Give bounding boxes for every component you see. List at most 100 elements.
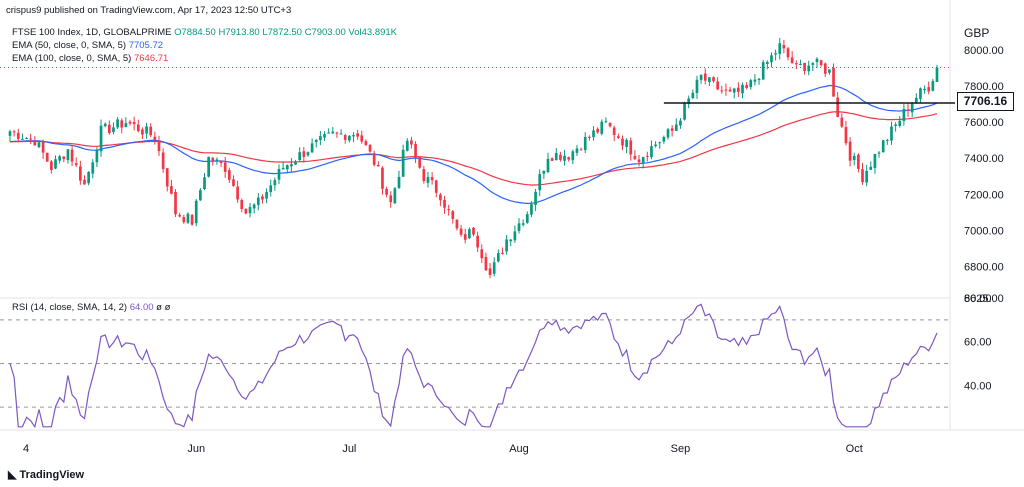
candle-body — [637, 159, 641, 163]
rsi-tick-label: 60.00 — [964, 337, 992, 349]
candle-body — [852, 156, 856, 160]
candle-body — [612, 127, 616, 136]
candle-body — [935, 67, 939, 82]
rsi-line — [9, 303, 938, 429]
candle-body — [45, 152, 49, 162]
candle-body — [107, 124, 111, 133]
candle-body — [844, 127, 848, 144]
candle-body — [931, 81, 935, 91]
price-tick-label: 7400.00 — [964, 153, 1004, 165]
legend-ema50: EMA (50, close, 0, SMA, 5) 7705.72 — [12, 40, 163, 51]
time-axis-label: Aug — [509, 443, 529, 455]
candle-body — [306, 152, 310, 156]
candle-body — [372, 153, 376, 165]
candle-body — [592, 130, 595, 138]
candle-body — [8, 131, 12, 136]
candle-body — [645, 155, 649, 157]
candle-body — [273, 180, 277, 186]
candle-body — [112, 127, 115, 133]
candle-body — [571, 151, 575, 161]
candle-body — [203, 177, 206, 190]
candle-body — [356, 133, 359, 137]
candle-body — [728, 89, 732, 92]
rsi-tail: ø ø — [156, 302, 171, 313]
candle-body — [455, 219, 459, 229]
candle-body — [741, 84, 744, 94]
ema50-label: EMA (50, close, 0, SMA, 5) — [12, 40, 127, 51]
candle-body — [91, 162, 95, 174]
candle-body — [811, 63, 815, 65]
candle-body — [538, 174, 542, 191]
candle-body — [12, 131, 16, 133]
candle-body — [774, 53, 777, 55]
candle-body — [319, 136, 322, 141]
candle-body — [227, 170, 231, 180]
candle-body — [472, 227, 475, 235]
candle-body — [178, 215, 182, 217]
candle-body — [468, 229, 471, 239]
time-axis-label: Jul — [342, 443, 356, 455]
brand-label: TradingView — [19, 469, 85, 481]
candle-body — [877, 152, 881, 154]
candle-body — [443, 199, 446, 208]
candle-body — [633, 155, 637, 160]
candle-body — [625, 139, 628, 147]
candle-body — [327, 132, 331, 134]
candle-body — [285, 165, 289, 170]
candle-body — [782, 44, 786, 49]
candle-body — [579, 149, 583, 151]
candle-body — [99, 125, 103, 152]
candle-body — [248, 207, 252, 214]
candle-body — [836, 97, 840, 117]
price-tick-label: 6625.00 — [964, 293, 1004, 305]
candle-body — [608, 122, 612, 127]
candle-body — [513, 231, 517, 241]
candle-body — [861, 169, 864, 183]
candle-body — [559, 154, 562, 160]
candle-body — [343, 135, 347, 140]
candle-body — [563, 155, 566, 161]
candle-body — [832, 67, 835, 97]
candle-body — [658, 142, 662, 144]
candle-body — [418, 157, 422, 168]
candle-body — [906, 109, 910, 111]
candle-body — [629, 140, 633, 155]
candle-body — [50, 161, 53, 170]
candle-body — [414, 143, 417, 158]
legend-rsi: RSI (14, close, SMA, 14, 2) 64.00 ø ø — [12, 302, 170, 313]
candle-body — [141, 129, 144, 135]
candle-body — [269, 185, 273, 192]
candle-body — [434, 180, 438, 193]
candle-body — [426, 177, 430, 183]
candle-body — [737, 87, 740, 92]
candle-body — [770, 55, 773, 63]
candle-body — [488, 268, 492, 275]
candle-body — [476, 235, 479, 248]
candle-body — [492, 262, 496, 274]
candle-body — [898, 120, 902, 126]
candle-body — [550, 158, 554, 161]
candle-body — [480, 249, 484, 259]
ema100-value: 7646.71 — [133, 53, 169, 64]
price-tick-label: 6800.00 — [964, 261, 1004, 273]
candle-body — [708, 77, 711, 83]
candle-body — [376, 164, 380, 167]
candle-body — [819, 60, 823, 66]
candle-body — [745, 85, 748, 89]
candle-body — [294, 161, 297, 165]
candle-body — [865, 170, 868, 183]
candle-body — [534, 191, 537, 205]
candle-body — [654, 144, 657, 147]
candle-body — [170, 186, 173, 194]
candle-body — [757, 78, 761, 81]
candle-body — [786, 48, 790, 58]
time-axis-label: Sep — [671, 443, 691, 455]
legend-symbol: FTSE 100 Index, 1D, GLOBALPRIME O7884.50… — [12, 27, 397, 38]
candle-body — [588, 136, 591, 138]
candle-body — [157, 141, 161, 152]
candle-body — [393, 188, 397, 204]
candle-body — [902, 108, 906, 121]
candle-body — [857, 154, 860, 169]
candle-body — [352, 135, 355, 137]
